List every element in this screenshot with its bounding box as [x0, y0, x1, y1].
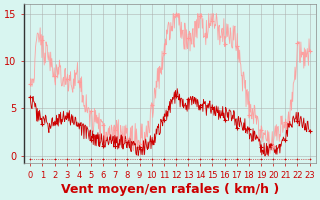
X-axis label: Vent moyen/en rafales ( km/h ): Vent moyen/en rafales ( km/h ) — [61, 183, 279, 196]
